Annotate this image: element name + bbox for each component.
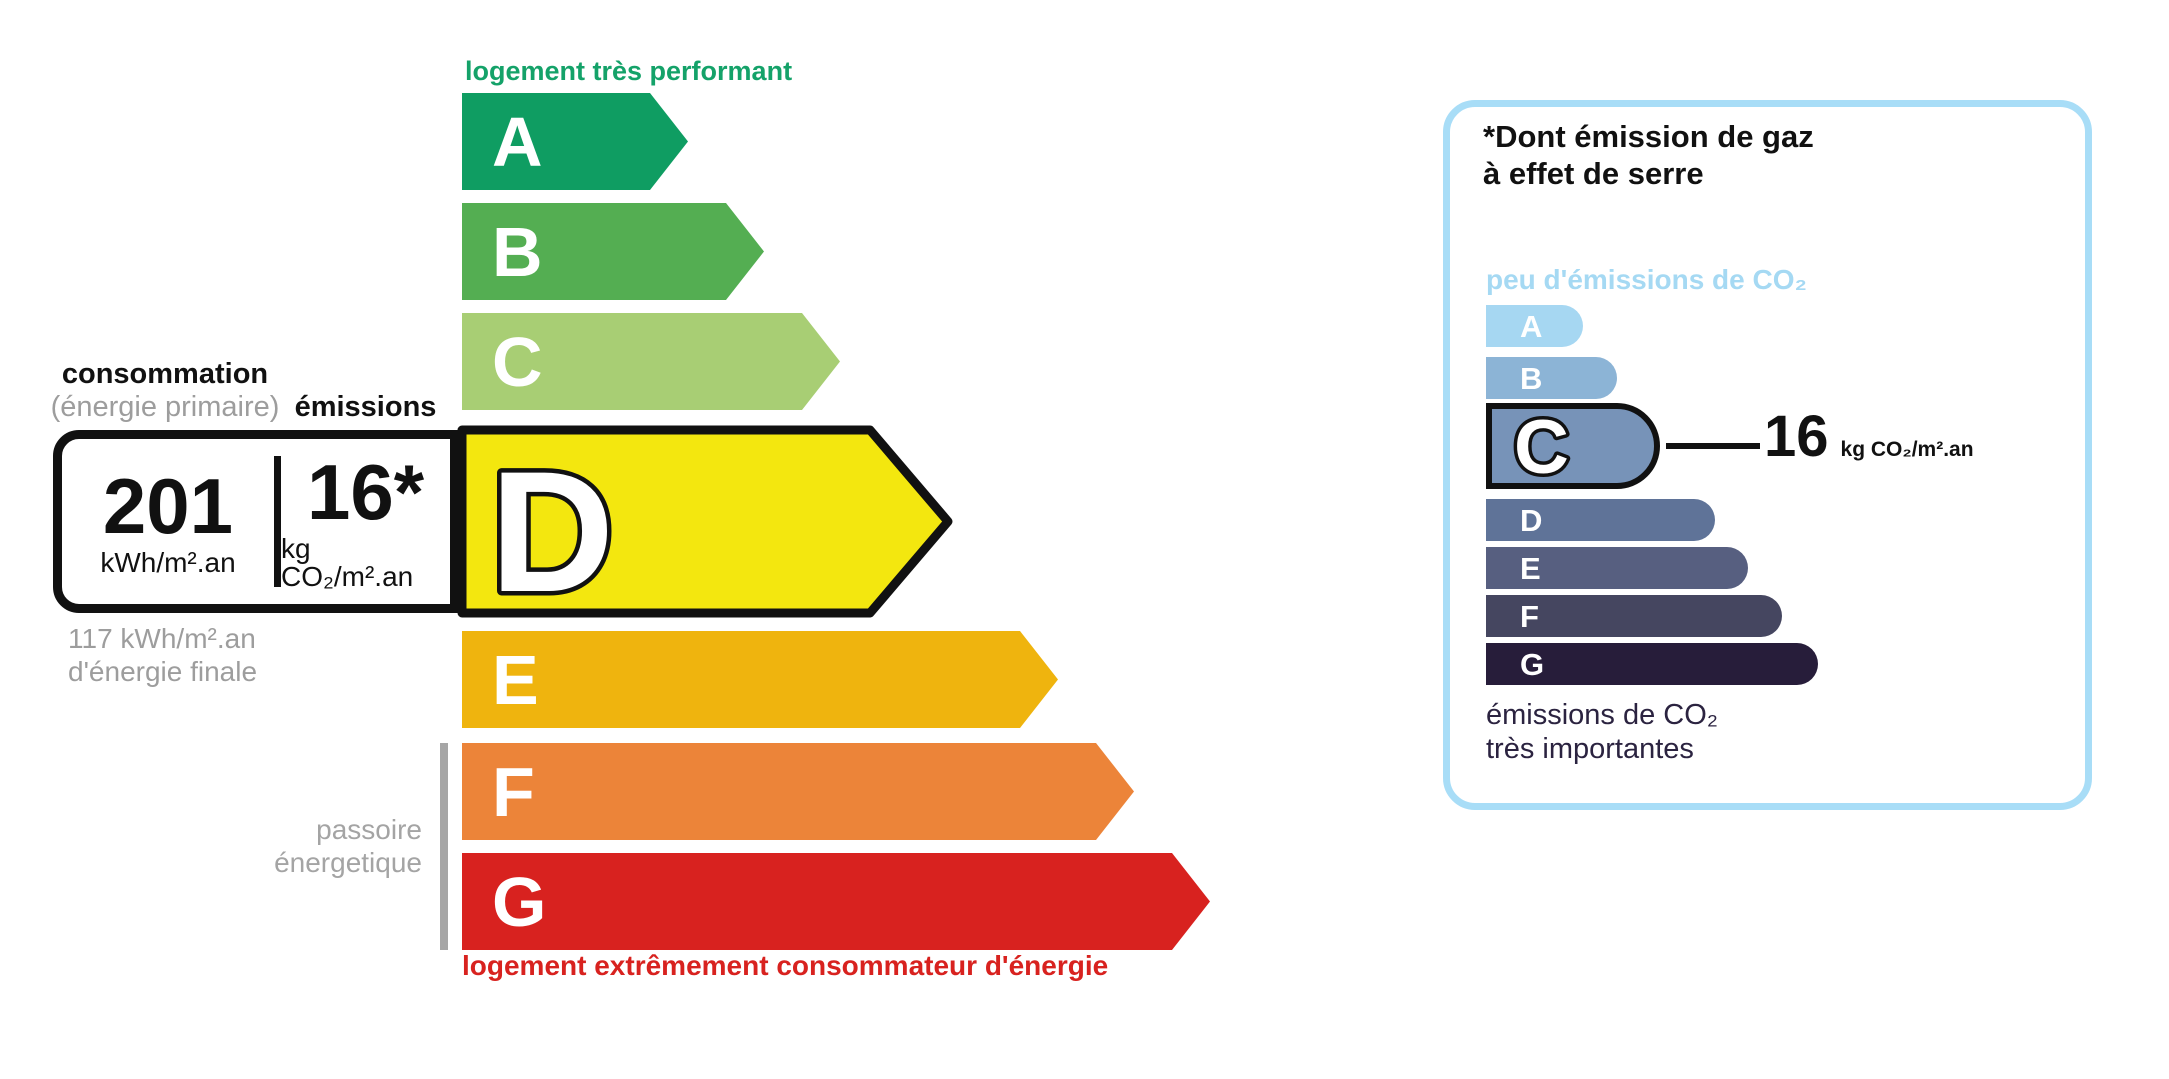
ges-class-letter-g: G xyxy=(1520,646,1545,682)
emissions-label: émissions xyxy=(294,391,437,423)
ges-low-emissions-label: peu d'émissions de CO₂ xyxy=(1486,264,1807,295)
ges-title-line2: à effet de serre xyxy=(1483,156,1704,191)
energy-sieve-line1: passoire xyxy=(316,814,422,845)
consumption-cell: 201 kWh/m².an xyxy=(62,439,274,604)
energy-class-letter-g: G xyxy=(492,862,547,941)
ges-high-emissions-label: émissions de CO₂ très importantes xyxy=(1486,698,1718,766)
ges-class-letter-f: F xyxy=(1520,598,1539,634)
value-box-divider xyxy=(274,456,281,587)
final-energy-note: 117 kWh/m².an d'énergie finale xyxy=(68,622,257,688)
rating-value-box: 201 kWh/m².an 16* kg CO₂/m².an xyxy=(53,430,459,613)
ges-rating-unit: kg CO₂/m².an xyxy=(1840,438,1974,461)
bottom-performance-label: logement extrêmement consommateur d'éner… xyxy=(462,950,1109,981)
ges-high-emissions-line1: émissions de CO₂ xyxy=(1486,699,1719,731)
emissions-value: 16* xyxy=(306,447,425,536)
energy-sieve-bracket xyxy=(440,743,448,950)
consumption-label: consommation xyxy=(61,358,269,390)
ges-class-bar-d: D xyxy=(1486,499,1715,541)
emissions-cell: 16* kg CO₂/m².an xyxy=(281,439,450,604)
energy-class-d-arrow-shape xyxy=(457,425,953,618)
consumption-value: 201 xyxy=(102,461,234,550)
ges-class-bar-g: G xyxy=(1486,643,1818,685)
ges-class-letter-b: B xyxy=(1520,360,1543,396)
ges-high-emissions-line2: très importantes xyxy=(1486,733,1694,765)
ges-class-bar-f: F xyxy=(1486,595,1782,637)
primary-energy-sublabel: (énergie primaire) xyxy=(50,391,280,423)
ges-title-line1: *Dont émission de gaz xyxy=(1483,119,1814,154)
ges-class-bar-c-selected: C xyxy=(1486,402,1660,494)
energy-class-bar-g: G xyxy=(462,853,1210,950)
ges-class-bar-b: B xyxy=(1486,357,1617,399)
energy-sieve-line2: énergetique xyxy=(274,847,422,878)
energy-class-letter-e: E xyxy=(492,640,539,719)
ges-rating-connector-line xyxy=(1666,443,1760,449)
energy-sieve-label: passoire énergetique xyxy=(200,813,422,879)
consumption-unit: kWh/m².an xyxy=(100,546,236,578)
ges-class-letter-e: E xyxy=(1520,550,1541,586)
energy-class-letter-a: A xyxy=(492,102,543,181)
ges-class-bar-a: A xyxy=(1486,305,1583,347)
ges-panel-title: *Dont émission de gaz à effet de serre xyxy=(1483,118,1814,192)
final-energy-line1: 117 kWh/m².an xyxy=(68,623,256,654)
ges-class-c-letter-svg: C xyxy=(1511,402,1573,494)
ges-class-letter-c: C xyxy=(1514,409,1569,483)
final-energy-line2: d'énergie finale xyxy=(68,656,258,687)
emissions-unit: kg CO₂/m².an xyxy=(281,532,414,592)
energy-class-bar-c: C xyxy=(462,313,840,410)
energy-class-bar-a: A xyxy=(462,93,688,190)
energy-class-letter-b: B xyxy=(492,212,543,291)
energy-class-letter-d: D xyxy=(490,436,614,618)
energy-class-bar-e: E xyxy=(462,631,1058,728)
ges-class-letter-a: A xyxy=(1520,308,1543,344)
energy-class-bar-b: B xyxy=(462,203,764,300)
ges-rating: 16 kg CO₂/m².an xyxy=(1764,408,1974,466)
ges-class-bar-e: E xyxy=(1486,547,1748,589)
energy-class-bar-d-selected: D xyxy=(457,425,953,618)
ges-class-letter-d: D xyxy=(1520,502,1543,538)
ges-rating-value: 16 xyxy=(1764,404,1829,469)
energy-class-letter-f: F xyxy=(492,752,535,831)
top-performance-label: logement très performant xyxy=(465,56,793,86)
energy-class-bar-f: F xyxy=(462,743,1134,840)
energy-class-letter-c: C xyxy=(492,322,543,401)
